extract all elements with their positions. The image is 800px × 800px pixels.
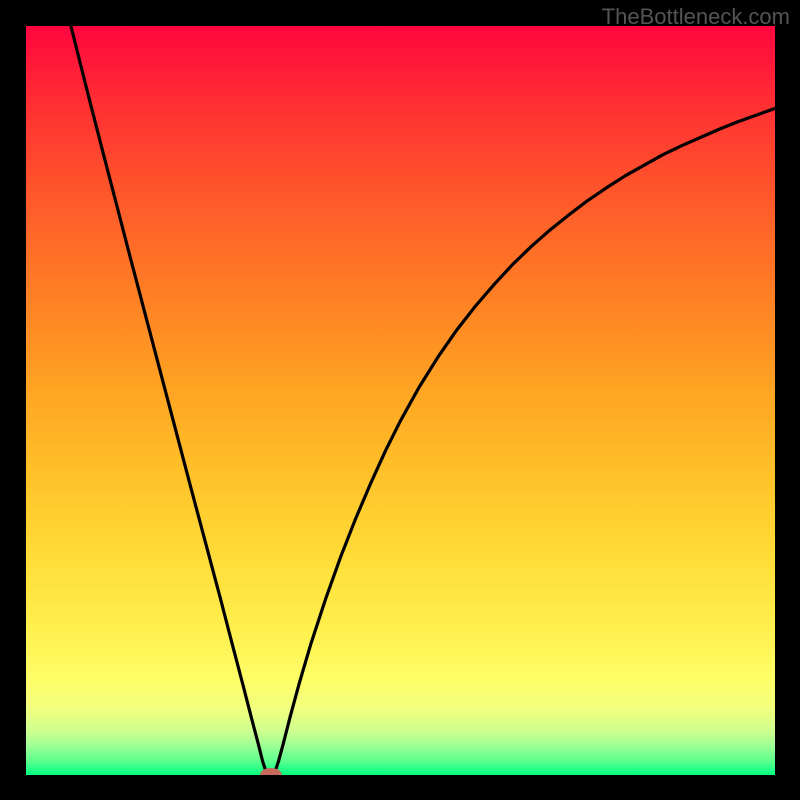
gradient-background <box>26 26 775 775</box>
watermark-text: TheBottleneck.com <box>602 4 790 30</box>
chart-svg <box>26 26 775 775</box>
bottleneck-chart <box>26 26 775 775</box>
